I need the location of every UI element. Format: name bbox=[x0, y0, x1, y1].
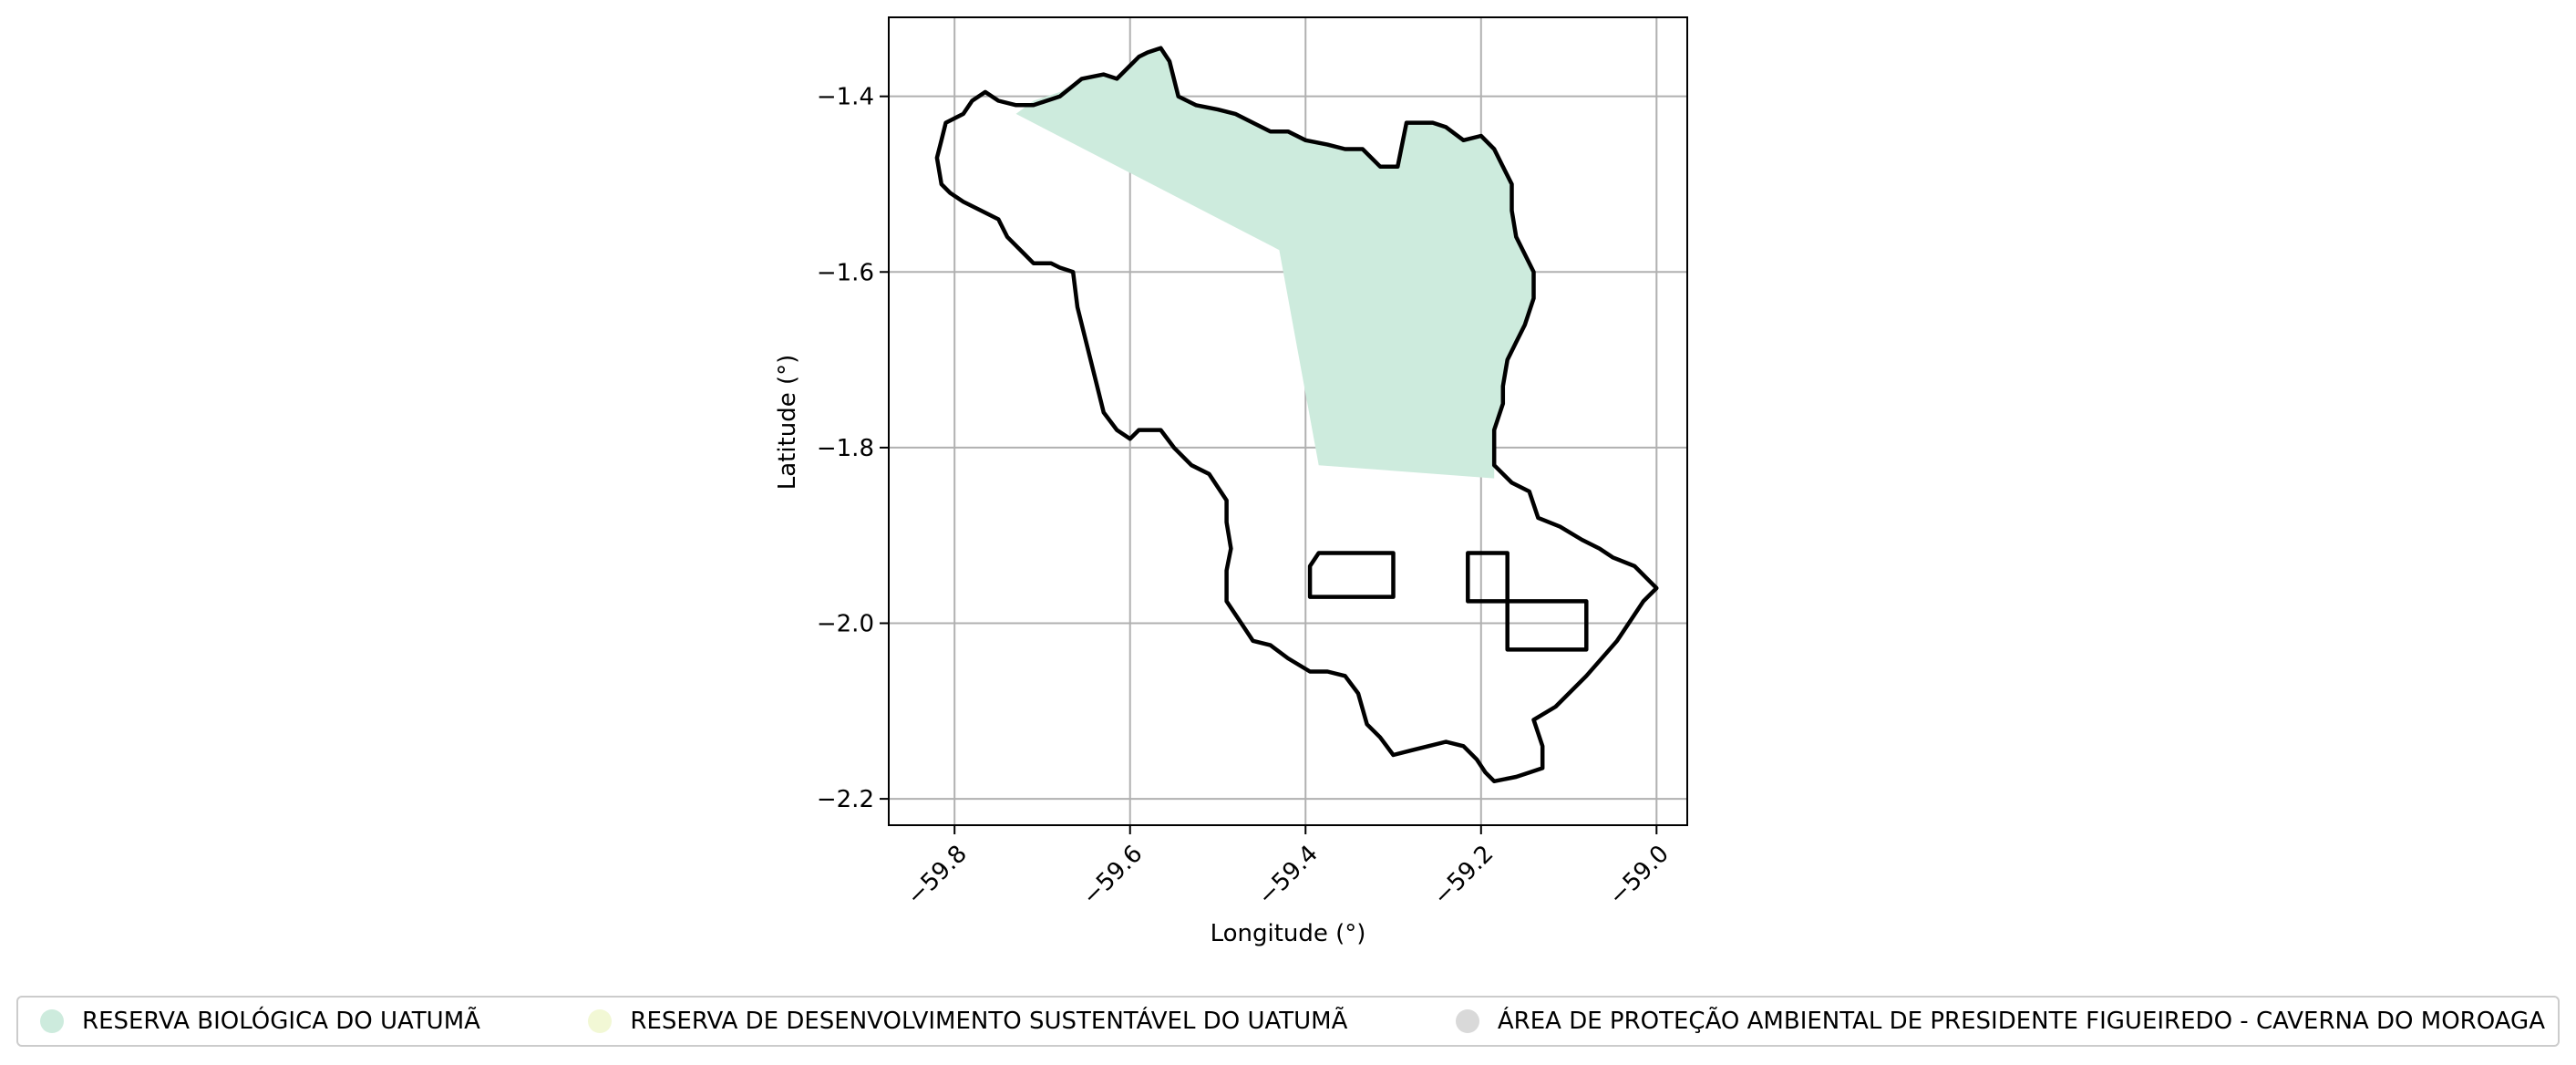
legend-label: RESERVA DE DESENVOLVIMENTO SUSTENTÁVEL D… bbox=[630, 1008, 1348, 1035]
x-tick-label: −59.2 bbox=[1428, 840, 1499, 911]
municipality-outline bbox=[934, 46, 1659, 784]
legend-label: RESERVA BIOLÓGICA DO UATUMÃ bbox=[82, 1008, 480, 1035]
legend-item-area-protecao: ÁREA DE PROTEÇÃO AMBIENTAL DE PRESIDENTE… bbox=[1455, 1008, 2545, 1035]
outline-layer bbox=[934, 46, 1659, 784]
inner-boundary-polygon bbox=[1307, 551, 1396, 599]
y-tick-label: −2.0 bbox=[817, 611, 874, 638]
legend-item-reserva-biologica: RESERVA BIOLÓGICA DO UATUMÃ bbox=[40, 1008, 480, 1035]
y-tick-label: −1.6 bbox=[817, 259, 874, 286]
legend-marker bbox=[1455, 1009, 1479, 1033]
inner-boundary-polygon bbox=[1466, 551, 1510, 604]
x-tick-label: −59.4 bbox=[1252, 840, 1324, 911]
x-tick-label: −59.0 bbox=[1603, 840, 1674, 911]
x-axis-label: Longitude (°) bbox=[1211, 920, 1366, 947]
inner-boundary-polygon bbox=[1505, 599, 1589, 652]
plot-frame bbox=[888, 16, 1688, 826]
reserva-biologica-polygon bbox=[1015, 47, 1534, 479]
legend-label: ÁREA DE PROTEÇÃO AMBIENTAL DE PRESIDENTE… bbox=[1497, 1008, 2545, 1035]
legend-marker bbox=[40, 1009, 64, 1033]
y-axis-label: Latitude (°) bbox=[774, 355, 801, 491]
legend: RESERVA BIOLÓGICA DO UATUMÃ RESERVA DE D… bbox=[16, 996, 2560, 1047]
x-tick-label: −59.8 bbox=[902, 840, 973, 911]
y-tick-label: −1.8 bbox=[817, 435, 874, 462]
x-tick-label: −59.6 bbox=[1077, 840, 1149, 911]
y-tick-label: −2.2 bbox=[817, 786, 874, 813]
legend-marker bbox=[588, 1009, 613, 1033]
reserve-layer bbox=[1015, 47, 1534, 479]
y-tick-label: −1.4 bbox=[817, 84, 874, 111]
legend-item-reserva-desenvolvimento: RESERVA DE DESENVOLVIMENTO SUSTENTÁVEL D… bbox=[588, 1008, 1347, 1035]
